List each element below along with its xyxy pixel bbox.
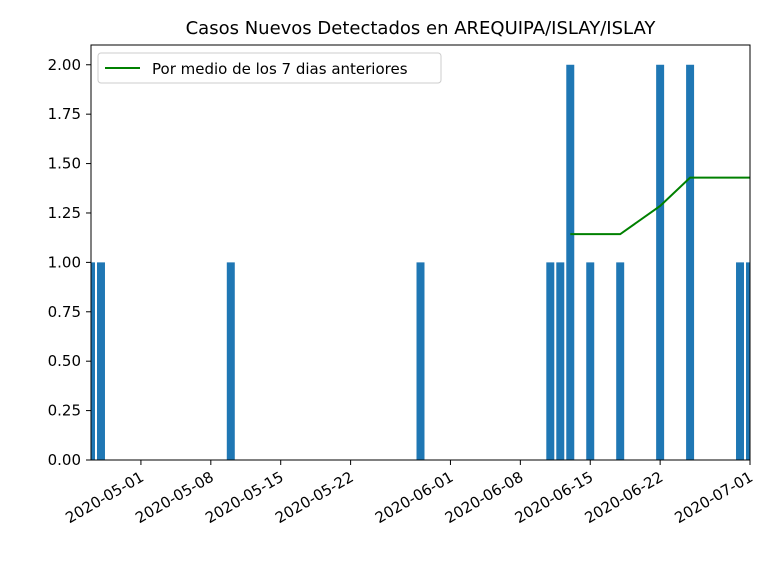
- y-tick-label: 0.00: [48, 451, 81, 469]
- y-tick-label: 0.50: [48, 352, 81, 370]
- bar: [91, 262, 95, 460]
- bar: [616, 262, 625, 460]
- bar: [546, 262, 555, 460]
- y-tick-label: 0.25: [48, 402, 81, 420]
- bar: [586, 262, 595, 460]
- y-tick-label: 0.75: [48, 303, 81, 321]
- x-tick-label: 2020-06-22: [582, 468, 667, 527]
- moving-average-line: [570, 176, 750, 236]
- legend: Por medio de los 7 dias anteriores: [97, 52, 442, 84]
- axes-frame: [90, 44, 751, 461]
- bar: [96, 262, 105, 460]
- bar: [736, 262, 745, 460]
- x-tick-label: 2020-05-22: [272, 468, 357, 527]
- y-tick-label: 1.75: [48, 105, 81, 123]
- bar: [416, 262, 425, 460]
- x-tick-label: 2020-06-01: [372, 468, 457, 527]
- chart-title: Casos Nuevos Detectados en AREQUIPA/ISLA…: [186, 18, 657, 39]
- x-tick-label: 2020-05-08: [132, 468, 217, 527]
- y-tick-label: 1.00: [48, 253, 81, 271]
- y-tick-label: 2.00: [48, 56, 81, 74]
- legend-label: Por medio de los 7 dias anteriores: [152, 60, 408, 78]
- bar: [556, 262, 565, 460]
- bar: [746, 262, 750, 460]
- bar: [656, 64, 665, 460]
- x-tick-label: 2020-05-01: [62, 468, 147, 527]
- bar: [686, 64, 695, 460]
- x-tick-label: 2020-06-08: [442, 468, 527, 527]
- x-tick-label: 2020-06-15: [512, 468, 597, 527]
- y-tick-label: 1.25: [48, 204, 81, 222]
- x-tick-label: 2020-05-15: [202, 468, 287, 527]
- x-tick-label: 2020-07-01: [671, 468, 756, 527]
- bar-series: [91, 64, 750, 460]
- x-axis: 2020-05-012020-05-082020-05-152020-05-22…: [62, 460, 756, 527]
- legend-box: [97, 52, 442, 84]
- bar: [226, 262, 235, 460]
- bar: [566, 64, 575, 460]
- moving-average-polyline: [570, 176, 750, 236]
- y-tick-label: 1.50: [48, 155, 81, 173]
- y-axis: 0.00 0.25 0.50 0.75 1.00 1.25 1.50 1.75 2.00: [48, 56, 91, 469]
